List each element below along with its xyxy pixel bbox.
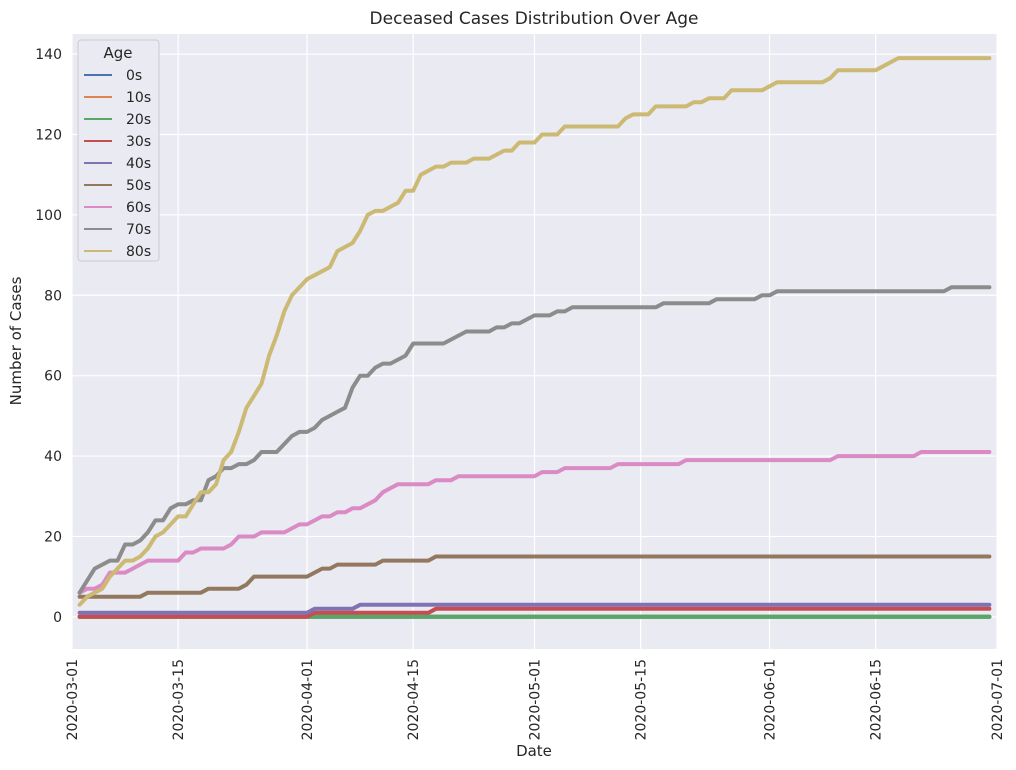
legend-item-0s: 0s <box>84 68 142 84</box>
legend-label: 70s <box>126 222 151 238</box>
legend-label: 40s <box>126 156 151 172</box>
y-axis-ticks: 0 20 40 60 80 100 120 140 <box>35 47 62 626</box>
legend-item-80s: 80s <box>84 244 151 260</box>
series-line-80s <box>77 56 992 607</box>
y-tick-label: 20 <box>44 529 62 545</box>
x-tick-label: 2020-06-15 <box>869 659 885 740</box>
legend-items: 0s 10s 20s 30s 40s 50s 60s 70s 80s <box>84 68 151 260</box>
legend-title: Age <box>103 44 132 62</box>
y-tick-label: 120 <box>35 127 62 143</box>
legend-box <box>77 39 160 262</box>
legend-label: 50s <box>126 178 151 194</box>
legend-label: 20s <box>126 112 151 128</box>
series-line-60s <box>77 450 992 595</box>
legend-label: 80s <box>126 244 151 260</box>
series-line-40s <box>77 602 992 615</box>
x-tick-label: 2020-06-01 <box>763 659 779 740</box>
x-tick-label: 2020-05-15 <box>634 659 650 740</box>
legend-label: 10s <box>126 90 151 106</box>
y-tick-label: 100 <box>35 208 62 224</box>
x-tick-label: 2020-05-01 <box>528 659 544 740</box>
y-tick-label: 140 <box>35 47 62 63</box>
series-line-50s <box>77 554 992 599</box>
legend: Age 0s 10s 20s 30s 40s 50s 60s 70s 80s <box>77 39 160 262</box>
legend-item-20s: 20s <box>84 112 151 128</box>
y-axis-label: Number of Cases <box>7 276 25 405</box>
legend-item-40s: 40s <box>84 156 151 172</box>
legend-item-10s: 10s <box>84 90 151 106</box>
x-tick-label: 2020-04-01 <box>300 659 316 740</box>
x-axis-label: Date <box>516 742 552 760</box>
y-tick-label: 40 <box>44 449 62 465</box>
legend-label: 0s <box>126 68 142 84</box>
series-line-30s <box>77 606 992 619</box>
legend-item-60s: 60s <box>84 200 151 216</box>
y-tick-label: 80 <box>44 288 62 304</box>
legend-label: 60s <box>126 200 151 216</box>
x-tick-label: 2020-04-15 <box>406 659 422 740</box>
series-line-70s <box>77 285 992 595</box>
y-tick-label: 0 <box>53 610 62 626</box>
chart-title: Deceased Cases Distribution Over Age <box>370 9 699 29</box>
x-tick-label: 2020-03-15 <box>171 659 187 740</box>
x-tick-label: 2020-07-01 <box>990 659 1006 740</box>
legend-item-30s: 30s <box>84 134 151 150</box>
legend-item-70s: 70s <box>84 222 151 238</box>
y-tick-label: 60 <box>44 369 62 385</box>
x-axis-ticks: 2020-03-01 2020-03-15 2020-04-01 2020-04-15… <box>65 659 1006 740</box>
legend-label: 30s <box>126 134 151 150</box>
series-lines <box>77 56 992 619</box>
x-tick-label: 2020-03-01 <box>65 659 81 740</box>
legend-item-50s: 50s <box>84 178 151 194</box>
